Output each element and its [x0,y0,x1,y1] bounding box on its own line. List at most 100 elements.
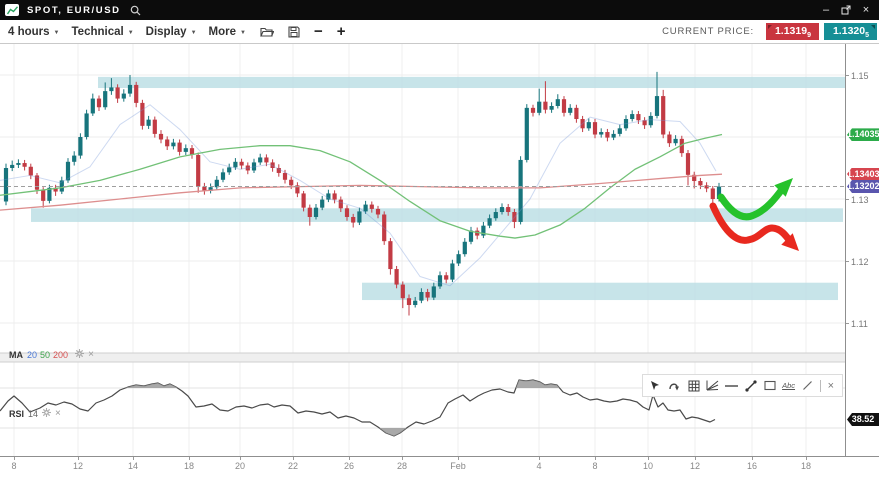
timeframe-dropdown[interactable]: 4 hours ▼ [8,25,60,38]
more-dropdown[interactable]: More ▼ [208,25,246,38]
y-tick-mark [846,323,849,324]
save-icon[interactable] [288,25,300,38]
app-logo-icon [5,4,19,16]
x-tick-label: 20 [234,461,246,471]
bearish-arrow-head [781,233,799,251]
gear-icon[interactable] [42,408,51,419]
x-tick-label: 8 [592,461,598,471]
open-folder-icon[interactable] [260,26,274,38]
x-tick-mark [189,457,190,460]
rsi-oversold-fill [379,428,407,436]
technical-dropdown[interactable]: Technical ▼ [71,25,134,38]
drawing-toolbar: Abc × [641,374,843,397]
x-tick-mark [293,457,294,460]
toolbar-divider [819,379,821,392]
x-tick-mark [648,457,649,460]
minimize-button[interactable]: – [822,4,830,16]
x-tick-label: 22 [287,461,299,471]
remove-rsi-icon[interactable]: × [55,408,61,419]
zoom-out-button[interactable]: − [313,23,323,40]
curve-tool-icon[interactable] [668,379,682,393]
x-tick-label: 28 [396,461,408,471]
ma-param: 50 [40,349,51,360]
x-tick-label: 12 [72,461,84,471]
x-tick-mark [78,457,79,460]
chevron-down-icon: ▼ [127,29,134,36]
close-button[interactable]: × [862,4,870,16]
rectangle-tool-icon[interactable] [763,379,777,393]
ma-param: 200 [53,349,69,360]
current-price-label: CURRENT PRICE: [662,26,754,37]
chevron-down-icon: ▼ [53,29,60,36]
x-tick-mark [752,457,753,460]
x-tick-label: 14 [127,461,139,471]
horizontal-line-tool-icon[interactable] [725,379,739,393]
x-tick-label: 26 [343,461,355,471]
time-axis[interactable]: 8 12 14 18 20 22 26 28 Feb 4 8 10 12 16 18 [0,456,879,478]
bid-tick-icon [767,25,772,29]
moving-average-lines [0,104,723,287]
chart-canvas[interactable] [0,44,845,456]
price-zones [31,76,845,301]
popout-button[interactable] [839,3,853,17]
x-tick-mark [806,457,807,460]
rsi-indicator-label: RSI 14 × [9,408,61,419]
y-tick-label: 1.13 [851,194,869,205]
trendline-tool-icon[interactable] [744,379,758,393]
y-tick-label: 1.15 [851,70,869,81]
window-controls: – × [819,3,873,17]
y-tick-mark [846,261,849,262]
candles-layer [3,71,722,316]
pane-divider [0,352,845,363]
x-tick-label: 18 [183,461,195,471]
rsi-layer [0,379,716,437]
display-dropdown[interactable]: Display ▼ [145,25,197,38]
fan-tool-icon[interactable] [706,379,720,393]
line-tool-icon[interactable] [801,379,815,393]
rsi-overbought-fill [125,383,178,388]
ma50-line [0,133,723,239]
search-icon[interactable] [130,5,141,16]
x-tick-label: 18 [800,461,812,471]
ma200-line [0,173,723,211]
ask-price-badge: 1.13205 [823,23,877,40]
grid-tool-icon[interactable] [687,379,701,393]
chevron-down-icon: ▼ [190,29,197,36]
chart-area: 1.15 1.13 1.12 1.11 1.14035 1.13403 1.13202 38.… [0,44,879,456]
y-tick-mark [846,199,849,200]
ma-param: 20 [27,349,38,360]
remove-ma-icon[interactable]: × [88,349,94,360]
y-tick-mark [846,75,849,76]
ask-tick-icon [871,25,875,29]
x-tick-mark [595,457,596,460]
chevron-down-icon: ▼ [240,29,246,36]
price-axis[interactable]: 1.15 1.13 1.12 1.11 1.14035 1.13403 1.13202 38.… [845,44,879,456]
x-tick-label: 16 [746,461,758,471]
y-tick-label: 1.11 [851,318,868,329]
last-price-badge: 1.13202 [847,179,879,193]
bullish-arrow-head [774,178,793,197]
support-zone-1 [31,208,843,222]
x-tick-mark [458,457,459,460]
title-bar: SPOT, EUR/USD – × [0,0,879,20]
bid-price-badge: 1.13199 [765,23,819,40]
zoom-in-button[interactable]: + [336,23,346,40]
x-tick-label: 4 [536,461,542,471]
ma-indicator-label: MA 20 50 200 × [9,349,94,360]
x-tick-mark [695,457,696,460]
drawn-annotations [709,178,799,251]
x-tick-mark [539,457,540,460]
x-tick-label: Feb [450,461,466,471]
close-drawing-toolbar[interactable]: × [827,379,834,392]
text-tool-icon[interactable]: Abc [782,381,796,390]
pointer-tool-icon[interactable] [649,379,663,393]
rsi-overbought-fill [515,380,560,388]
x-tick-mark [349,457,350,460]
support-zone-2 [362,282,838,301]
current-price-area: CURRENT PRICE: 1.13199 1.13205 [662,23,877,40]
bullish-arrow [717,184,787,221]
x-tick-mark [240,457,241,460]
gear-icon[interactable] [75,349,84,360]
window-title: SPOT, EUR/USD [27,4,121,16]
